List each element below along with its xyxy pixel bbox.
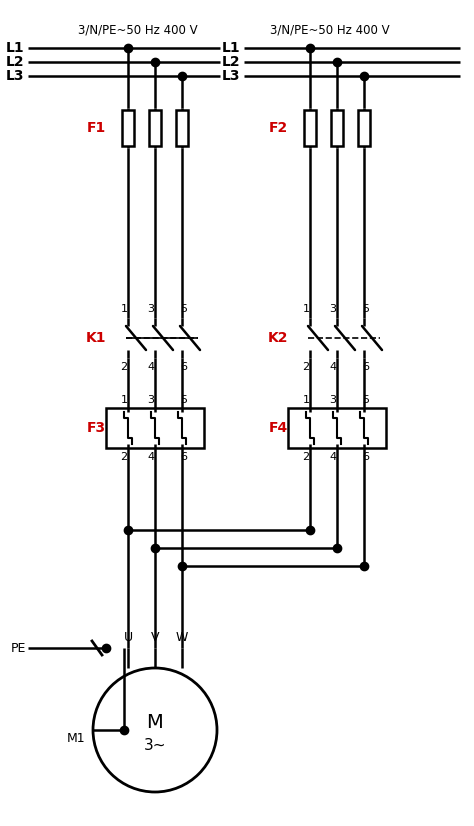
Text: F1: F1: [87, 121, 106, 135]
Bar: [122, 110, 134, 146]
Text: 4: 4: [329, 452, 337, 462]
Bar: [176, 110, 188, 146]
Text: L1: L1: [5, 41, 24, 55]
Text: M1: M1: [66, 732, 85, 744]
Text: 3: 3: [329, 304, 337, 314]
Text: 5: 5: [363, 304, 370, 314]
Text: 3: 3: [329, 395, 337, 405]
Text: 2: 2: [302, 452, 310, 462]
Text: 1: 1: [302, 395, 310, 405]
Bar: [149, 110, 161, 146]
Text: F3: F3: [87, 421, 106, 435]
Text: 6: 6: [181, 362, 188, 372]
Text: 6: 6: [363, 452, 370, 462]
Text: 3/N/PE~50 Hz 400 V: 3/N/PE~50 Hz 400 V: [78, 23, 198, 36]
Text: L2: L2: [221, 55, 240, 69]
Text: 1: 1: [302, 304, 310, 314]
Text: L3: L3: [6, 69, 24, 83]
Text: 2: 2: [120, 452, 128, 462]
Bar: [304, 110, 316, 146]
Text: 3: 3: [147, 304, 155, 314]
Text: 4: 4: [147, 362, 155, 372]
Text: 6: 6: [181, 452, 188, 462]
Text: 2: 2: [302, 362, 310, 372]
Text: 1: 1: [120, 304, 128, 314]
Text: 2: 2: [120, 362, 128, 372]
Text: 5: 5: [181, 304, 188, 314]
Text: PE: PE: [10, 642, 26, 654]
Text: F4: F4: [269, 421, 288, 435]
Text: 3~: 3~: [144, 738, 166, 753]
Text: 4: 4: [147, 452, 155, 462]
Bar: [331, 110, 343, 146]
Bar: [106, 408, 204, 448]
Text: 4: 4: [329, 362, 337, 372]
Text: L1: L1: [221, 41, 240, 55]
Text: K1: K1: [85, 331, 106, 345]
Text: 5: 5: [181, 395, 188, 405]
Text: K2: K2: [267, 331, 288, 345]
Text: 6: 6: [363, 362, 370, 372]
Text: M: M: [146, 713, 164, 732]
Text: U: U: [123, 631, 133, 644]
Text: L3: L3: [221, 69, 240, 83]
Text: F2: F2: [269, 121, 288, 135]
Bar: [358, 110, 370, 146]
Text: V: V: [151, 631, 159, 644]
Text: L2: L2: [5, 55, 24, 69]
Text: W: W: [176, 631, 188, 644]
Text: 3/N/PE~50 Hz 400 V: 3/N/PE~50 Hz 400 V: [270, 23, 390, 36]
Bar: [288, 408, 386, 448]
Text: 1: 1: [120, 395, 128, 405]
Text: 5: 5: [363, 395, 370, 405]
Text: 3: 3: [147, 395, 155, 405]
